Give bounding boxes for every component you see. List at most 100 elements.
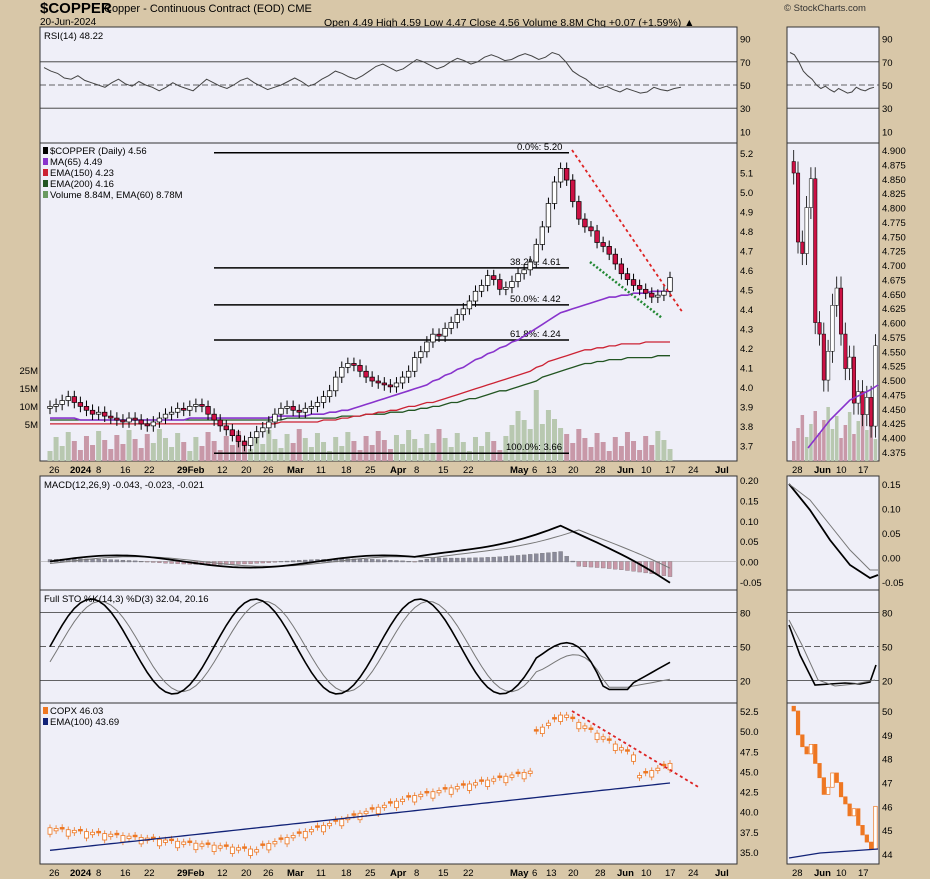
price-candle [466, 300, 473, 310]
volume-bar [570, 443, 576, 461]
copx-candle [527, 770, 533, 774]
price-candle [272, 413, 278, 423]
zoom-price-axis-tick: 4.475 [882, 390, 906, 401]
x-axis-date-label: Jun [617, 465, 634, 476]
copx-candle [485, 779, 491, 787]
x-axis-date-label: 24 [688, 465, 699, 476]
price-candle [564, 168, 570, 181]
zoom-volume-bar [800, 415, 805, 461]
copx-candle [381, 804, 387, 809]
volume-bar [187, 451, 193, 461]
volume-bar [497, 450, 503, 461]
volume-bar [150, 443, 156, 461]
price-axis-tick: 4.6 [740, 266, 753, 277]
zoom-rsi-axis-tick: 30 [882, 104, 893, 115]
zoom-volume-bar [865, 430, 869, 461]
sto-d-line [49, 600, 671, 693]
rsi-axis-tick: 10 [740, 127, 751, 138]
price-candle [71, 396, 77, 403]
macd-histogram-bar [613, 561, 618, 570]
price-axis-tick: 4.9 [740, 207, 753, 218]
macd-histogram-bar [424, 558, 430, 563]
price-candle [217, 419, 223, 427]
volume-bar [491, 441, 497, 461]
copx-candle [655, 767, 661, 772]
price-candle [296, 409, 302, 413]
copx-candle [400, 798, 405, 803]
copx-x-axis-date-label: May [510, 868, 529, 879]
volume-bar [357, 450, 363, 461]
price-candle [418, 351, 424, 358]
price-candle [618, 263, 625, 275]
x-axis-date-label: 16 [120, 465, 131, 476]
zoom-copx-x-axis-label: 10 [836, 868, 847, 879]
zoom-price-axis-tick: 4.725 [882, 247, 906, 258]
macd-histogram-bar [242, 561, 247, 565]
zoom-x-axis-label: 17 [858, 465, 869, 476]
price-candle [77, 402, 84, 407]
sto-axis-tick: 20 [740, 676, 751, 687]
copx-legend-swatch [43, 718, 48, 725]
rsi-line [43, 51, 682, 94]
price-candle [168, 411, 175, 415]
copx-candle [582, 725, 588, 729]
volume-bar [460, 442, 466, 461]
volume-bar [96, 431, 102, 461]
copx-candle [211, 844, 217, 853]
price-candle [144, 423, 150, 427]
volume-bar [485, 432, 491, 461]
zoom-macd-axis-tick: 0.15 [882, 480, 901, 491]
copx-candle [509, 774, 515, 778]
zoom-sto-axis-tick: 20 [882, 676, 893, 687]
price-candle [643, 288, 649, 294]
price-candle [339, 367, 345, 378]
copx-x-axis-date-label: 22 [144, 868, 155, 879]
price-candle [278, 407, 284, 415]
copx-x-axis-date-label: Jun [617, 868, 634, 879]
copx-candle [254, 849, 260, 853]
volume-bar [162, 438, 168, 461]
copx-candle [606, 738, 612, 741]
price-candle [448, 322, 454, 329]
macd-histogram-bar [126, 560, 132, 563]
zoom-volume-bar [835, 416, 839, 461]
volume-bar [381, 440, 387, 461]
macd-histogram-bar [418, 560, 423, 563]
x-axis-date-label: 13 [546, 465, 557, 476]
copx-candle [661, 763, 667, 767]
copx-candle [102, 833, 108, 841]
price-legend-swatch [43, 147, 48, 154]
zoom-volume-bar [792, 441, 796, 461]
zoom-price-candle [826, 351, 831, 381]
macd-histogram-bar [412, 561, 417, 563]
volume-bar [278, 448, 284, 461]
zoom-copx-candle [826, 786, 831, 795]
zoom-x-axis-label: 10 [836, 465, 847, 476]
x-axis-date-label: 28 [595, 465, 606, 476]
copx-x-axis-date-label: 22 [463, 868, 474, 879]
price-candle [181, 407, 187, 411]
price-legend-swatch [43, 169, 48, 176]
macd-histogram-bar [114, 559, 120, 563]
macd-histogram-bar [382, 559, 387, 563]
volume-bar [618, 446, 624, 461]
macd-histogram-bar [290, 560, 296, 563]
copx-candle [637, 775, 643, 779]
x-axis-date-label: 20 [241, 465, 252, 476]
zoom-rsi-axis-tick: 70 [882, 58, 893, 69]
macd-histogram-bar [582, 561, 588, 567]
zoom-price-axis-tick: 4.800 [882, 204, 906, 215]
instrument-full-name: Copper - Continuous Contract (EOD) [104, 3, 285, 15]
zoom-price-axis-tick: 4.700 [882, 261, 906, 272]
copx-candle [491, 778, 497, 782]
copx-candle [157, 838, 162, 847]
copx-candle [302, 830, 308, 839]
copx-x-axis-date-label: 13 [546, 868, 557, 879]
copx-candle [260, 843, 266, 846]
price-candle [424, 341, 430, 353]
zoom-price-candle [796, 172, 801, 243]
copx-candle [612, 743, 618, 751]
macd-histogram-bar [175, 561, 180, 564]
volume-bar [59, 446, 65, 461]
